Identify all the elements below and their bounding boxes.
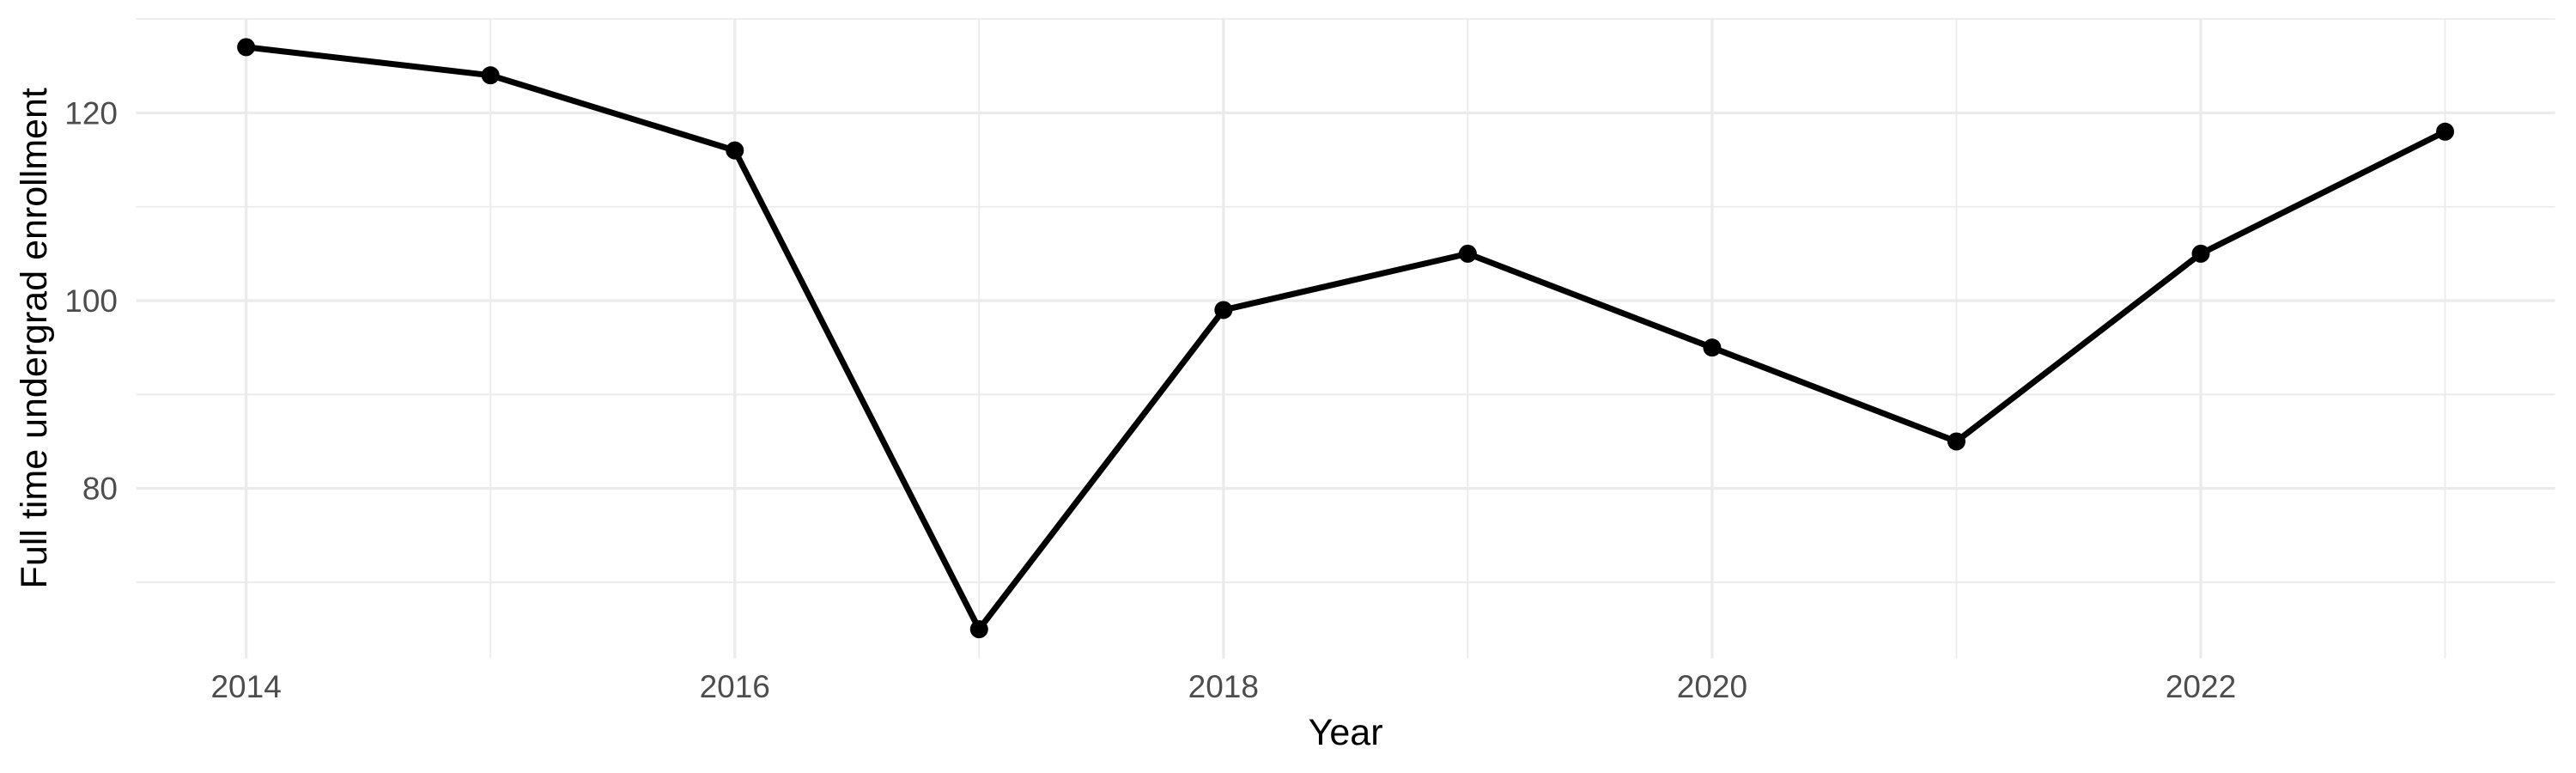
data-point [1703, 338, 1722, 357]
data-point [969, 620, 988, 639]
data-point [2191, 244, 2210, 263]
data-point [1458, 244, 1477, 263]
y-tick-label: 100 [64, 283, 118, 319]
y-axis-title: Full time undergrad enrollment [14, 88, 55, 588]
x-tick-label: 2014 [210, 669, 281, 704]
data-point [481, 66, 500, 85]
y-tick-label: 80 [82, 472, 118, 507]
data-point [1947, 432, 1965, 451]
data-point [1214, 301, 1233, 320]
x-tick-label: 2022 [2166, 669, 2236, 704]
x-tick-label: 2020 [1677, 669, 1747, 704]
data-point [726, 141, 744, 160]
data-point [2436, 122, 2455, 141]
major-gridlines [136, 18, 2555, 659]
y-axis-tick-labels: 80 100 120 [64, 95, 118, 506]
data-points [237, 38, 2455, 639]
x-axis-title: Year [1309, 712, 1383, 753]
x-axis-tick-labels: 2014 2016 2018 2020 2022 [210, 669, 2236, 704]
data-point [237, 38, 256, 57]
series-line [246, 44, 2447, 633]
minor-gridlines [136, 18, 2555, 659]
y-tick-label: 120 [64, 95, 118, 131]
x-tick-label: 2016 [700, 669, 770, 704]
x-tick-label: 2018 [1188, 669, 1259, 704]
